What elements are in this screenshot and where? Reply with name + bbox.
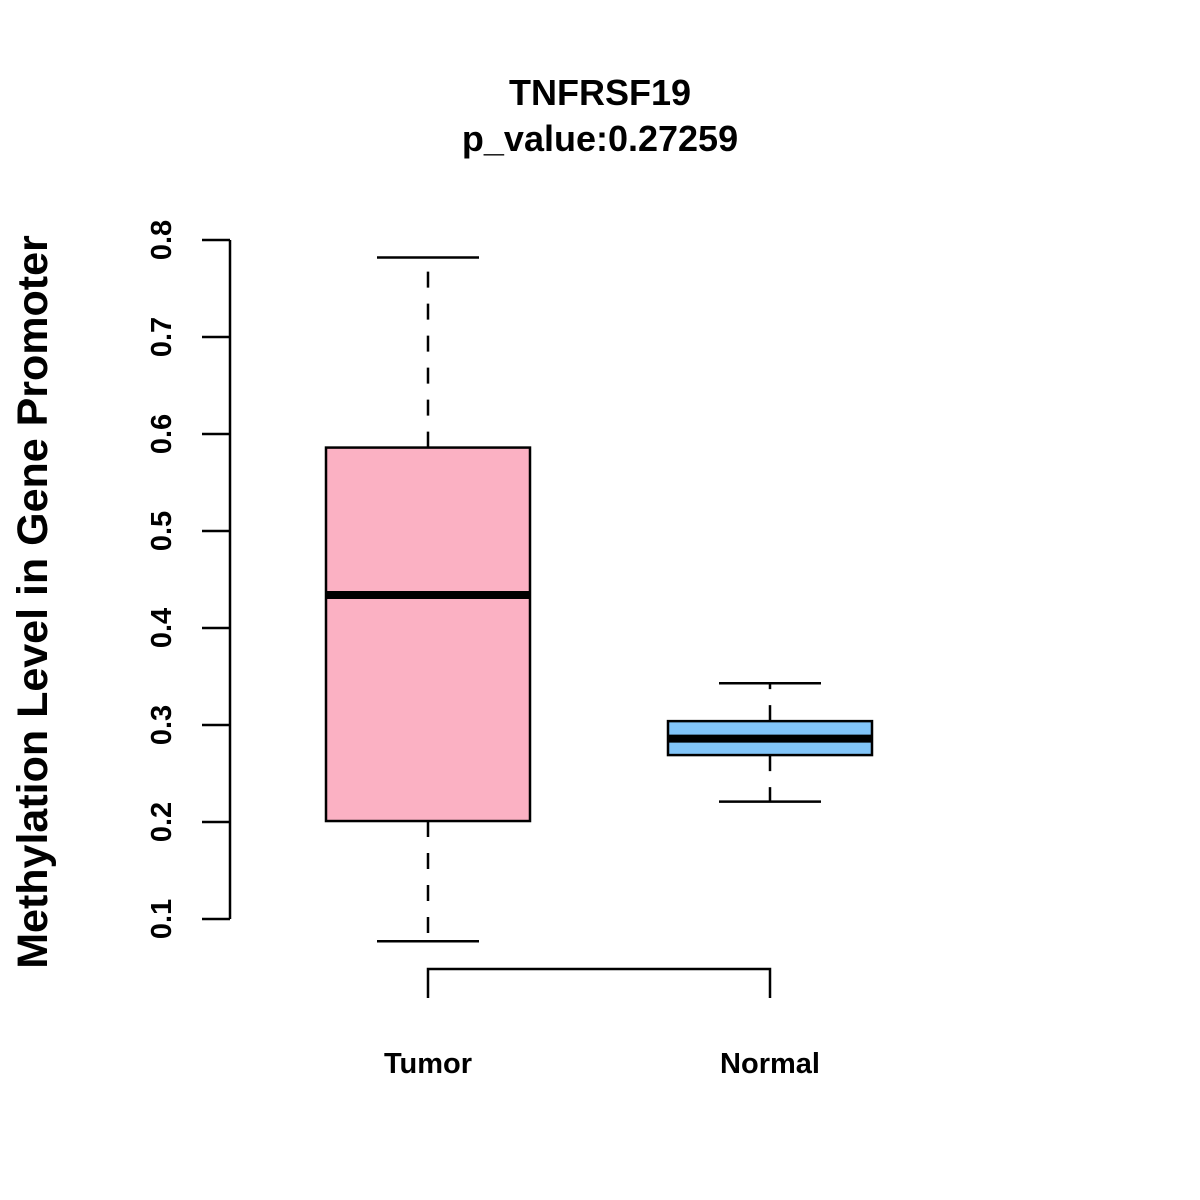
chart-subtitle: p_value:0.27259	[462, 118, 738, 159]
chart-title: TNFRSF19	[509, 72, 691, 113]
y-axis-label: Methylation Level in Gene Promoter	[9, 235, 57, 969]
boxplot-series	[324, 256, 874, 943]
y-tick-label: 0.6	[146, 414, 178, 454]
y-tick-label: 0.3	[146, 705, 178, 745]
box-tumor	[324, 256, 532, 943]
box-normal	[666, 682, 874, 803]
y-tick-label: 0.2	[146, 802, 178, 842]
iqr-box	[324, 446, 532, 823]
y-tick-label: 0.4	[146, 608, 178, 648]
y-tick-label: 0.1	[146, 899, 178, 939]
x-axis-labels: Tumor Normal	[384, 1048, 820, 1080]
y-axis-ticks: 0.1 0.2 0.3 0.4 0.5 0.6 0.7 0.8	[146, 220, 230, 939]
x-tick-label: Tumor	[384, 1048, 472, 1080]
y-tick-label: 0.8	[146, 220, 178, 260]
y-tick-label: 0.7	[146, 317, 178, 357]
comparison-bracket	[426, 967, 772, 998]
y-tick-label: 0.5	[146, 511, 178, 551]
x-tick-label: Normal	[720, 1048, 820, 1080]
